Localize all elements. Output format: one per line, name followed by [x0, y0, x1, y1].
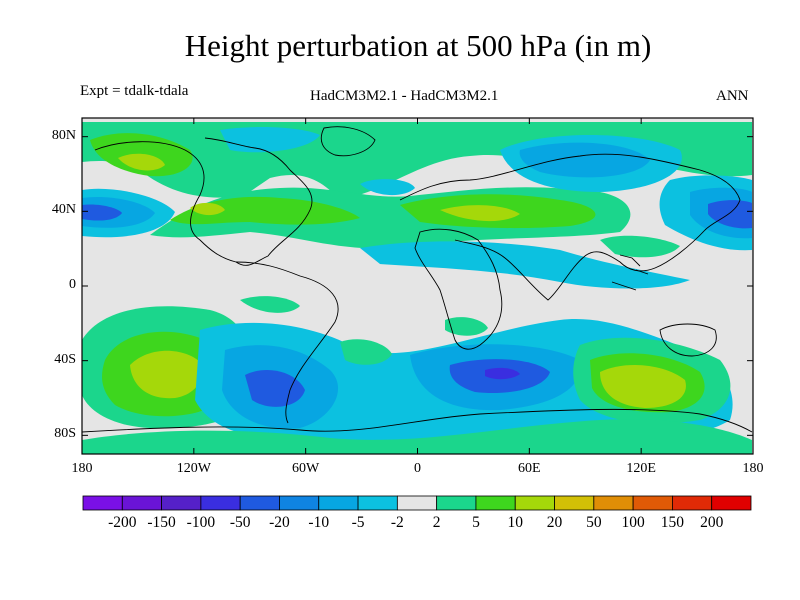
colorbar-label: 50 — [586, 514, 602, 531]
contour-positive-region — [600, 365, 686, 408]
contour-positive-region — [600, 235, 680, 258]
colorbar-swatch — [279, 495, 320, 511]
contour-positive-region — [82, 419, 752, 454]
experiment-label: Expt = tdalk-tdala — [80, 83, 189, 99]
colorbar-swatch — [161, 495, 202, 511]
contour-positive-region — [118, 153, 165, 171]
colorbar-swatch — [200, 495, 241, 511]
colorbar-swatch — [632, 495, 673, 511]
colorbar-swatch — [711, 495, 752, 511]
colorbar-swatch — [514, 495, 555, 511]
season-label: ANN — [716, 88, 749, 104]
x-tick-label: 180 — [71, 461, 93, 476]
contour-positive-region — [440, 205, 520, 222]
colorbar-label: 20 — [546, 514, 563, 531]
contour-positive-region — [190, 202, 225, 216]
colorbar-swatch — [593, 495, 634, 511]
colorbar-label: 200 — [700, 514, 724, 531]
contour-negative-region — [485, 367, 520, 380]
colorbar-label: -100 — [186, 514, 216, 531]
colorbar — [82, 495, 752, 511]
x-tick-label: 60W — [292, 461, 320, 476]
colorbar-label: -2 — [390, 514, 404, 531]
contour-negative-region — [519, 142, 650, 178]
x-tick-label: 0 — [414, 461, 421, 476]
chart-title: Height perturbation at 500 hPa (in m) — [184, 28, 652, 63]
colorbar-swatch — [318, 495, 359, 511]
colorbar-swatch — [121, 495, 162, 511]
models-label: HadCM3M2.1 - HadCM3M2.1 — [310, 88, 499, 104]
colorbar-label: -20 — [269, 514, 290, 531]
y-tick-label: 80N — [51, 127, 76, 143]
colorbar-label: 150 — [660, 514, 685, 531]
contour-positive-region — [130, 350, 203, 399]
y-ticks — [82, 136, 753, 436]
colorbar-swatch — [436, 495, 477, 511]
colorbar-label: -10 — [308, 514, 330, 531]
y-tick-label: 40S — [54, 351, 76, 367]
colorbar-label: -5 — [351, 514, 365, 531]
colorbar-label: 5 — [472, 514, 480, 531]
contour-positive-region — [445, 317, 488, 336]
x-tick-label: 60E — [518, 461, 541, 476]
coastlines — [82, 126, 753, 433]
y-tick-label: 80S — [54, 426, 76, 442]
colorbar-label: 2 — [432, 514, 441, 531]
contour-negative-region — [245, 370, 305, 407]
colorbar-label: -50 — [229, 514, 251, 531]
contour-positive-region — [170, 196, 360, 225]
colorbar-swatch — [475, 495, 516, 511]
contour-negative-region — [360, 241, 690, 289]
contour-negative-region — [708, 200, 752, 229]
contour-negative-region — [360, 179, 415, 196]
colorbar-label: -200 — [108, 514, 137, 531]
colorbar-swatch — [554, 495, 595, 511]
x-ticks — [81, 118, 754, 454]
y-tick-label: 0 — [69, 277, 76, 292]
x-tick-label: 120W — [176, 461, 211, 476]
colorbar-swatch — [357, 495, 398, 511]
colorbar-swatch — [672, 495, 713, 511]
x-tick-label: 120E — [626, 461, 656, 476]
colorbar-swatch — [239, 495, 280, 511]
contour-positive-region — [240, 296, 300, 313]
colorbar-label: -150 — [147, 514, 176, 531]
colorbar-swatch — [396, 495, 438, 511]
colorbar-swatch — [82, 495, 123, 511]
colorbar-label: 100 — [621, 514, 645, 531]
x-tick-label: 180 — [742, 461, 764, 476]
colorbar-label: 10 — [507, 514, 523, 531]
contour-positive-region — [340, 339, 392, 365]
y-tick-label: 40N — [51, 202, 76, 218]
contour-negative-region — [82, 204, 122, 221]
